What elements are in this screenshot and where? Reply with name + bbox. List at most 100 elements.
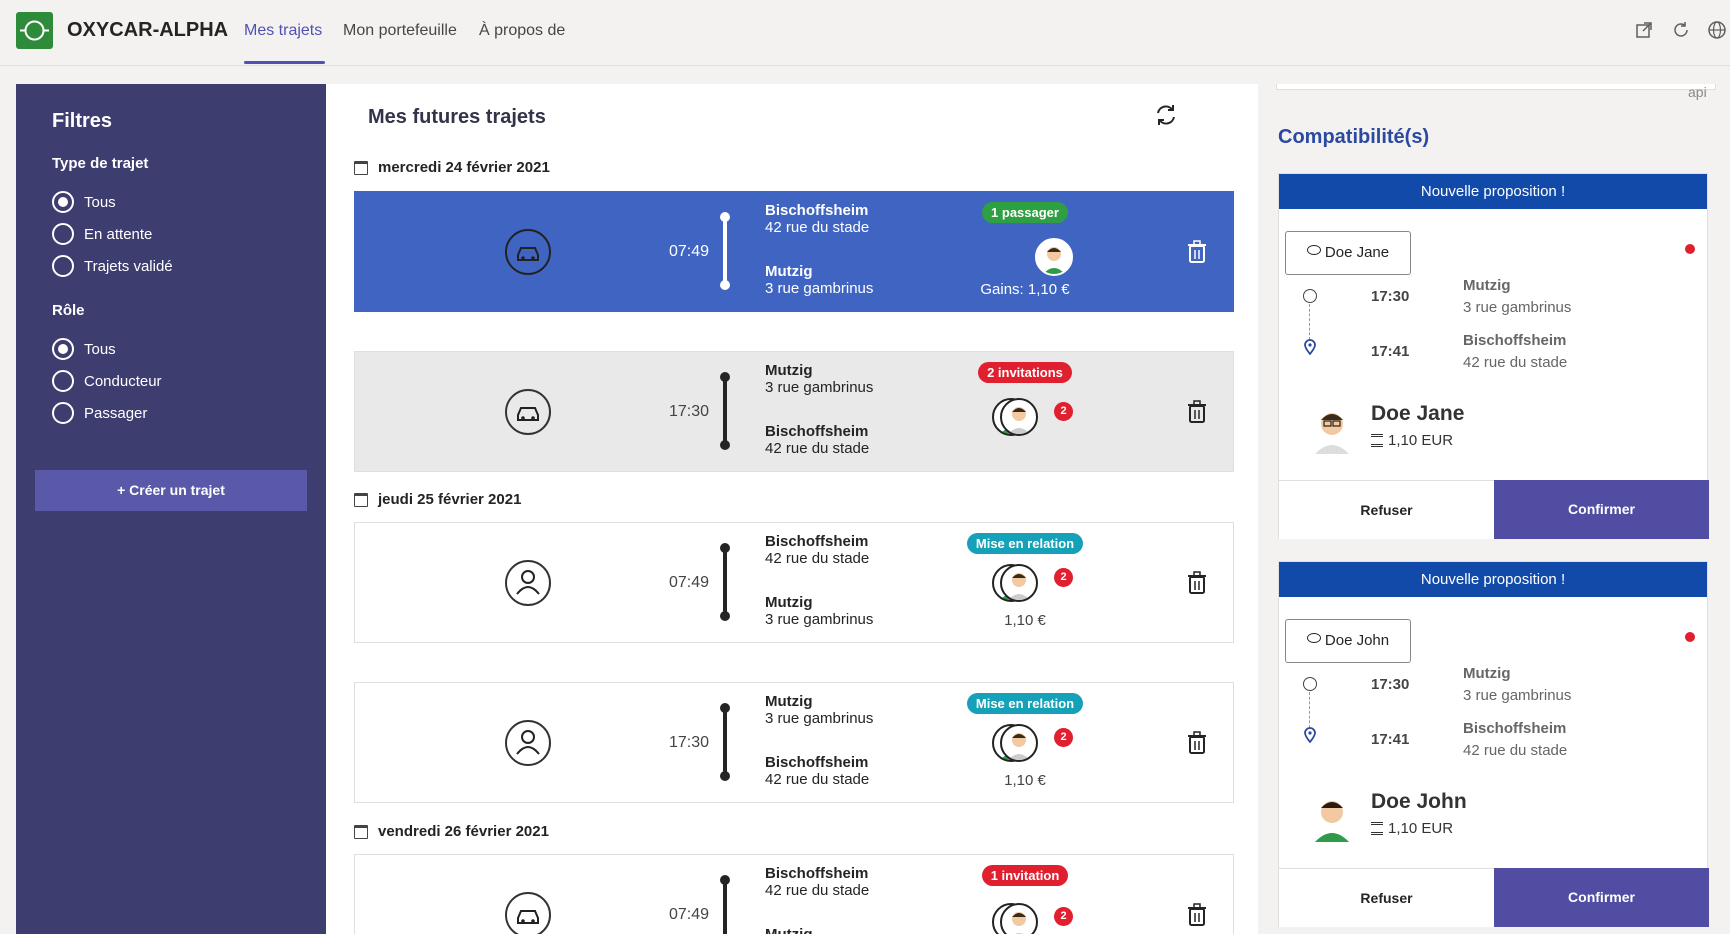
trip-badge-wrap: Mise en relation [915, 533, 1135, 554]
radio-icon[interactable] [52, 402, 74, 424]
origin-circle-icon [1303, 677, 1317, 691]
to-city: Mutzig [765, 926, 812, 934]
departure-street: 3 rue gambrinus [1463, 299, 1572, 316]
from-street: 3 rue gambrinus [765, 710, 874, 727]
trip-card[interactable]: 07:49 Bischoffsheim 42 rue du stade Mutz… [354, 522, 1234, 643]
delete-trip-icon[interactable] [1187, 240, 1207, 264]
type-option-tous[interactable]: Tous [52, 191, 116, 213]
confirm-button[interactable]: Confirmer [1494, 480, 1709, 539]
refresh-icon[interactable] [1153, 102, 1179, 128]
from-street: 42 rue du stade [765, 550, 870, 567]
route-start-dot [720, 703, 730, 713]
date-heading: jeudi 25 février 2021 [354, 491, 521, 508]
person-icon [505, 720, 551, 766]
car-icon [505, 389, 551, 435]
passenger-avatars: 2 [992, 724, 1073, 764]
car-icon [505, 892, 551, 934]
chat-button[interactable]: Doe Jane [1285, 231, 1411, 275]
trip-price: 1,10 € [1004, 772, 1046, 789]
chat-button[interactable]: Doe John [1285, 619, 1411, 663]
departure-city: Mutzig [1463, 277, 1511, 294]
radio-checked-icon[interactable] [52, 338, 74, 360]
map-pin-icon [1303, 727, 1317, 744]
route-dashed-line [1309, 304, 1310, 340]
proposal-header: Nouvelle proposition ! [1279, 174, 1707, 209]
trip-card[interactable]: 17:30 Mutzig 3 rue gambrinus Bischoffshe… [354, 682, 1234, 803]
delete-trip-icon[interactable] [1187, 903, 1207, 927]
route-line [723, 376, 727, 448]
delete-trip-icon[interactable] [1187, 731, 1207, 755]
to-street: 42 rue du stade [765, 771, 870, 788]
arrival-street: 42 rue du stade [1463, 742, 1568, 759]
top-card-edge [1276, 84, 1716, 90]
route-line [723, 216, 727, 288]
to-street: 3 rue gambrinus [765, 611, 874, 628]
avatar [1000, 903, 1038, 934]
radio-icon[interactable] [52, 223, 74, 245]
chat-icon [1306, 633, 1321, 643]
proposal-price: 1,10 EUR [1371, 820, 1453, 837]
trip-gains: Gains: 1,10 € [980, 281, 1070, 298]
unread-indicator [1685, 244, 1695, 254]
avatar [1307, 404, 1357, 454]
route-line [723, 879, 727, 934]
type-option-trajets-valide[interactable]: Trajets validé [52, 255, 173, 277]
trip-badge-wrap: Mise en relation [915, 693, 1135, 714]
arrival-city: Bischoffsheim [1463, 332, 1567, 349]
api-label: api [1688, 84, 1707, 100]
proposal-card: Nouvelle proposition ! Doe Jane 17:30 Mu… [1278, 173, 1709, 539]
role-option-conducteur[interactable]: Conducteur [52, 370, 162, 392]
delete-trip-icon[interactable] [1187, 571, 1207, 595]
reload-icon[interactable] [1670, 20, 1692, 42]
app-title: OXYCAR-ALPHA [67, 19, 229, 41]
status-badge: 1 passager [982, 202, 1068, 223]
radio-icon[interactable] [52, 255, 74, 277]
delete-trip-icon[interactable] [1187, 400, 1207, 424]
trip-time: 07:49 [669, 574, 710, 591]
globe-icon[interactable] [1706, 20, 1728, 42]
radio-checked-icon[interactable] [52, 191, 74, 213]
calendar-icon [354, 492, 368, 507]
to-city: Bischoffsheim [765, 423, 869, 440]
role-heading: Rôle [52, 302, 85, 319]
avatar [1000, 564, 1038, 602]
radio-icon[interactable] [52, 370, 74, 392]
trip-card[interactable]: 07:49 Bischoffsheim 42 rue du stade Mutz… [354, 854, 1234, 934]
trip-type-heading: Type de trajet [52, 155, 149, 172]
trips-panel: Mes futures trajets mercredi 24 février … [326, 84, 1258, 934]
coins-icon [1371, 434, 1383, 447]
route-line [723, 547, 727, 619]
trip-card[interactable]: 07:49 Bischoffsheim 42 rue du stade Mutz… [354, 191, 1234, 312]
proposal-price: 1,10 EUR [1371, 432, 1453, 449]
map-pin-icon [1303, 339, 1317, 356]
date-heading: mercredi 24 février 2021 [354, 159, 550, 176]
car-icon [505, 229, 551, 275]
compatibilities-title: Compatibilité(s) [1278, 126, 1430, 148]
role-option-tous[interactable]: Tous [52, 338, 116, 360]
tab-a-propos[interactable]: À propos de [479, 22, 566, 39]
route-line [723, 707, 727, 779]
match-count: 2 [1054, 728, 1073, 747]
driver-name: Doe Jane [1371, 402, 1465, 425]
confirm-button[interactable]: Confirmer [1494, 868, 1709, 927]
type-option-en-attente[interactable]: En attente [52, 223, 152, 245]
trip-price: 1,10 € [1004, 612, 1046, 629]
tab-mon-portefeuille[interactable]: Mon portefeuille [343, 22, 457, 39]
proposal-card: Nouvelle proposition ! Doe John 17:30 Mu… [1278, 561, 1709, 927]
passenger-avatars: 2 [992, 398, 1073, 438]
trip-card[interactable]: 17:30 Mutzig 3 rue gambrinus Bischoffshe… [354, 351, 1234, 472]
refuse-button[interactable]: Refuser [1279, 868, 1494, 927]
arrival-time: 17:41 [1371, 343, 1410, 360]
refuse-button[interactable]: Refuser [1279, 480, 1494, 539]
coins-icon [1371, 822, 1383, 835]
avatar [1307, 792, 1357, 842]
tab-mes-trajets[interactable]: Mes trajets [244, 22, 323, 39]
trip-badge-wrap: 2 invitations [915, 362, 1135, 383]
role-option-passager[interactable]: Passager [52, 402, 147, 424]
status-badge: 2 invitations [978, 362, 1072, 383]
arrival-city: Bischoffsheim [1463, 720, 1567, 737]
create-trip-button[interactable]: + Créer un trajet [35, 470, 307, 511]
unread-indicator [1685, 632, 1695, 642]
popout-icon[interactable] [1633, 20, 1655, 42]
calendar-icon [354, 824, 368, 839]
